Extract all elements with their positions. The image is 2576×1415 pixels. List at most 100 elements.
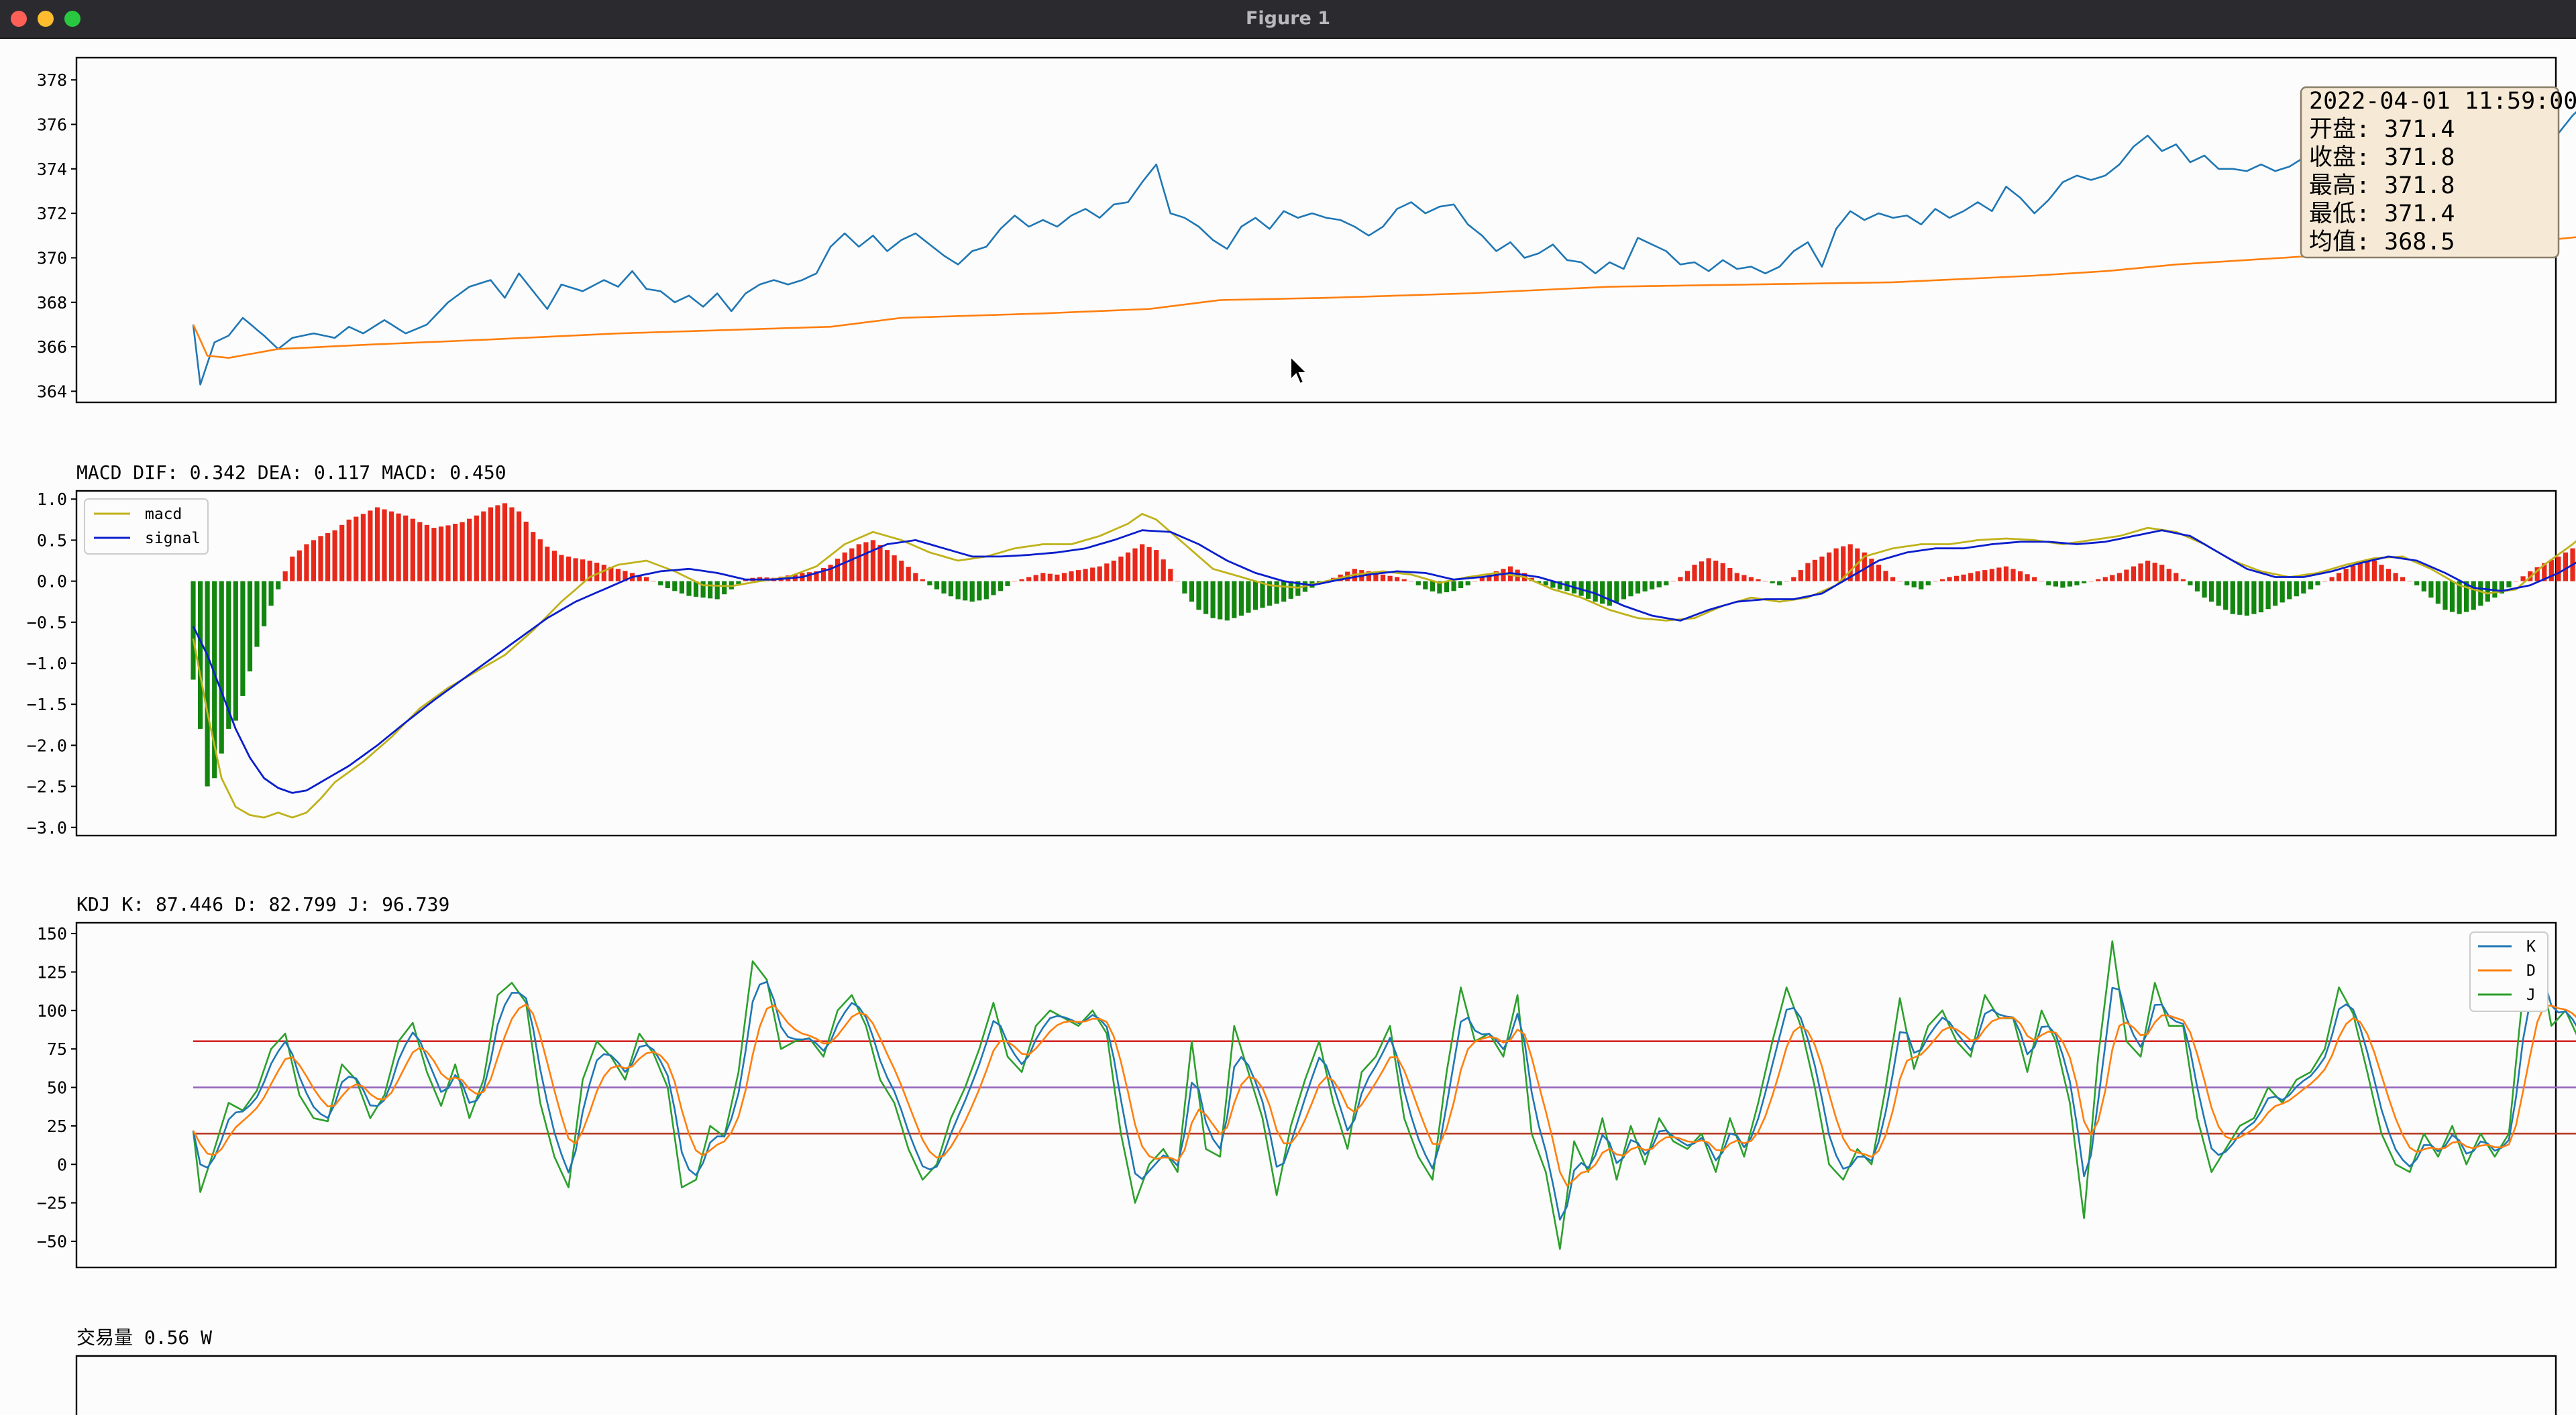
macd-hist-bar <box>290 556 295 581</box>
macd-hist-bar <box>1883 571 1888 581</box>
macd-hist-bar <box>2471 581 2476 610</box>
macd-hist-bar <box>1727 568 1733 581</box>
macd-hist-bar <box>2116 573 2122 581</box>
macd-hist-bar <box>2188 581 2193 585</box>
macd-hist-bar <box>2273 581 2278 606</box>
macd-hist-bar <box>1678 577 1683 581</box>
macd-hist-bar <box>2548 559 2554 581</box>
macd-hist-bar <box>495 505 500 581</box>
minimize-button[interactable] <box>38 11 54 27</box>
macd-hist-bar <box>820 568 826 581</box>
macd-hist-bar <box>892 555 897 581</box>
macd-hist-bar <box>1246 581 1251 613</box>
legend-d-label: D <box>2526 962 2536 980</box>
macd-hist-bar <box>1437 581 1442 593</box>
macd-hist-bar <box>1614 581 1619 603</box>
macd-hist-bar <box>1628 581 1633 597</box>
macd-hist-bar <box>828 565 833 581</box>
macd-hist-bar <box>601 565 606 581</box>
macd-hist-bar <box>339 524 345 581</box>
macd-hist-bar <box>969 581 975 602</box>
macd-hist-bar <box>1012 581 1018 582</box>
macd-hist-bar <box>658 581 663 585</box>
macd-panel: MACD DIF: 0.342 DEA: 0.117 MACD: 0.450 1… <box>27 461 2576 838</box>
macd-hist-bar <box>417 522 423 581</box>
macd-hist-bar <box>2315 581 2320 585</box>
macd-hist-bar <box>219 581 224 754</box>
close-button[interactable] <box>11 11 27 27</box>
hover-tooltip: 2022-04-01 11:59:00 开盘: 371.4 收盘: 371.8 … <box>2300 86 2576 259</box>
macd-hist-bar <box>1146 547 1152 581</box>
macd-hist-bar <box>2209 581 2214 602</box>
legend-j-label: J <box>2526 986 2536 1004</box>
macd-hist-bar <box>424 524 429 581</box>
macd-hist-bar <box>1487 574 1492 581</box>
macd-hist-bar <box>899 561 904 581</box>
macd-legend: macd signal <box>84 498 209 555</box>
macd-hist-bar <box>1175 581 1180 582</box>
macd-hist-bar <box>983 581 989 600</box>
macd-hist-bar <box>693 581 699 597</box>
macd-hist-bar <box>233 581 238 721</box>
y-tick-label: 100 <box>37 1001 67 1021</box>
macd-hist-bar <box>240 581 246 696</box>
macd-hist-bar <box>1798 570 1803 581</box>
price-y-axis: 364 366 368 370 372 374 376 378 <box>37 70 76 401</box>
k-line <box>192 972 2576 1221</box>
macd-hist-bar <box>2556 556 2561 581</box>
macd-hist-bar <box>1288 581 1293 599</box>
macd-hist-bar <box>1812 559 1817 581</box>
macd-hist-bar <box>2223 581 2229 610</box>
macd-hist-bar <box>1670 581 1676 582</box>
y-tick-label: 125 <box>37 962 67 982</box>
macd-hist-bar <box>1847 544 1853 581</box>
macd-hist-bar <box>1409 581 1414 582</box>
zoom-button[interactable] <box>64 11 80 27</box>
macd-hist-bar <box>1451 581 1456 591</box>
macd-hist-bar <box>2449 581 2455 612</box>
y-tick-label: 374 <box>37 160 67 179</box>
macd-hist-bar <box>1827 552 1832 581</box>
macd-hist-bar <box>1833 548 1839 581</box>
macd-hist-bar <box>325 533 331 581</box>
macd-hist-bar <box>2400 577 2406 581</box>
macd-hist-bar <box>1373 573 1379 581</box>
macd-hist-bar <box>1593 581 1598 602</box>
macd-hist-bar <box>2322 581 2328 582</box>
macd-hist-bar <box>247 581 253 672</box>
macd-hist-bar <box>1784 581 1789 582</box>
macd-hist-bar <box>403 515 409 581</box>
macd-hist-bar <box>672 581 678 591</box>
macd-hist-bar <box>1904 581 1910 585</box>
d-line <box>192 1003 2576 1187</box>
macd-hist-bar <box>665 581 670 588</box>
legend-macd-label: macd <box>145 506 182 523</box>
y-tick-label: 376 <box>37 115 67 134</box>
macd-hist-bar <box>1777 581 1782 585</box>
macd-hist-bar <box>1607 581 1612 606</box>
macd-hist-bar <box>1090 567 1095 581</box>
macd-hist-bar <box>2194 581 2200 591</box>
macd-hist-bar <box>545 547 550 581</box>
macd-hist-bar <box>1947 577 1952 581</box>
macd-hist-bar <box>2457 581 2462 614</box>
macd-hist-bar <box>368 510 373 581</box>
macd-hist-bar <box>2180 579 2186 581</box>
macd-hist-bar <box>1550 581 1556 588</box>
macd-hist-bar <box>1395 577 1400 581</box>
macd-hist-bar <box>2534 567 2540 581</box>
macd-hist-bar <box>1019 579 1024 581</box>
macd-hist-bar <box>2039 581 2044 582</box>
macd-hist-bar <box>537 539 543 581</box>
kdj-reference-lines <box>193 1040 2576 1135</box>
macd-hist-bar <box>594 563 600 581</box>
macd-hist-bar <box>1635 581 1641 593</box>
macd-hist-bar <box>297 550 302 581</box>
macd-hist-bar <box>282 571 288 581</box>
macd-hist-bar <box>877 545 883 581</box>
macd-hist-bar <box>354 516 359 581</box>
macd-hist-bar <box>1401 579 1407 581</box>
macd-hist-bar <box>1586 581 1591 599</box>
macd-hist-bar <box>1684 571 1690 581</box>
macd-hist-bar <box>1911 581 1917 587</box>
